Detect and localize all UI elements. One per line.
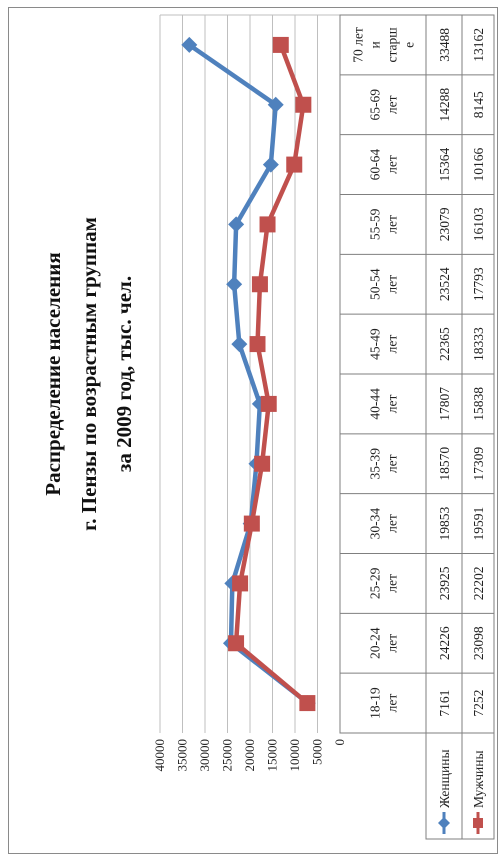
category-label: и <box>368 41 383 48</box>
y-tick-label: 0 <box>332 739 347 746</box>
data-point-square <box>259 216 276 233</box>
category-label: 60-64 <box>368 149 383 181</box>
category-label: старш <box>385 27 400 63</box>
category-label: 50-54 <box>368 268 383 300</box>
table-value: 16103 <box>471 207 486 241</box>
category-label: 35-39 <box>368 448 383 480</box>
table-value: 15838 <box>471 387 486 421</box>
data-point-square <box>251 276 268 293</box>
table-value: 23524 <box>437 267 452 301</box>
table-value: 17807 <box>437 387 452 421</box>
chart-frame <box>8 7 498 854</box>
chart-title-line: за 2009 год, тыс. чел. <box>112 276 136 472</box>
data-point-square <box>272 36 289 53</box>
table-value: 15364 <box>437 147 452 181</box>
table-value: 7252 <box>471 690 486 717</box>
category-label: 40-44 <box>368 388 383 420</box>
y-tick-label: 35000 <box>175 739 190 772</box>
category-label: лет <box>385 335 400 354</box>
legend-label: Мужчины <box>471 750 486 808</box>
category-label: лет <box>385 275 400 294</box>
table-value: 19591 <box>471 507 486 541</box>
category-label: 18-19 <box>368 687 383 719</box>
data-point-diamond <box>267 96 284 113</box>
chart-title-line: г. Пензы по возрастным группам <box>77 217 101 531</box>
data-point-diamond <box>226 276 243 293</box>
data-point-square <box>260 395 277 412</box>
category-label: е <box>402 42 417 48</box>
table-value: 8145 <box>471 91 486 118</box>
data-point-square <box>299 695 316 712</box>
table-value: 23925 <box>437 566 452 600</box>
category-label: лет <box>385 634 400 653</box>
chart-title-line: Распределение населения <box>41 252 65 495</box>
category-label: 25-29 <box>368 567 383 599</box>
category-label: лет <box>385 395 400 414</box>
table-value: 22202 <box>471 567 486 601</box>
category-label: лет <box>385 215 400 234</box>
table-value: 10166 <box>471 147 486 181</box>
table-value: 24226 <box>437 626 452 660</box>
table-value: 23079 <box>437 207 452 241</box>
table-value: 17793 <box>471 267 486 301</box>
table-value: 17309 <box>471 447 486 481</box>
data-point-diamond <box>231 336 248 353</box>
table-value: 13162 <box>471 28 486 62</box>
y-tick-label: 30000 <box>197 739 212 772</box>
table-value: 14288 <box>437 88 452 122</box>
y-tick-label: 25000 <box>220 739 235 772</box>
category-label: 45-49 <box>368 328 383 360</box>
data-point-diamond <box>228 216 245 233</box>
legend-key-diamond <box>438 817 450 829</box>
category-label: лет <box>385 155 400 174</box>
category-label: лет <box>385 454 400 473</box>
y-axis-ticks: 0 5000 10000 15000 20000 25000 30000 35000 40000 <box>152 739 347 772</box>
category-label: лет <box>385 574 400 593</box>
data-point-square <box>232 575 249 592</box>
data-point-square <box>243 515 260 532</box>
table-value: 33488 <box>437 28 452 62</box>
table-value: 18333 <box>471 327 486 361</box>
data-point-square <box>228 635 245 652</box>
legend-label: Женщины <box>437 749 452 808</box>
category-label: 55-59 <box>368 208 383 240</box>
table-value: 23098 <box>471 626 486 660</box>
series-line <box>233 44 309 705</box>
series-line <box>188 43 310 705</box>
category-label: 65-69 <box>368 89 383 121</box>
data-point-square <box>286 156 303 173</box>
data-point-diamond <box>181 36 198 53</box>
y-tick-label: 10000 <box>287 739 302 772</box>
y-tick-label: 20000 <box>242 739 257 772</box>
category-label: лет <box>385 514 400 533</box>
y-tick-label: 5000 <box>310 739 325 765</box>
category-label: лет <box>385 694 400 713</box>
chart-title: Распределение населения г. Пензы по возра… <box>41 217 136 531</box>
y-tick-label: 15000 <box>265 739 280 772</box>
data-point-square <box>249 336 266 353</box>
data-point-square <box>295 96 312 113</box>
data-point-square <box>254 455 271 472</box>
table-value: 7161 <box>437 690 452 717</box>
category-label: 20-24 <box>368 627 383 659</box>
data-point-diamond <box>262 156 279 173</box>
y-tick-label: 40000 <box>152 739 167 772</box>
category-label: 30-34 <box>368 508 383 540</box>
category-label: 70 лет <box>351 27 366 63</box>
series-lines <box>181 36 316 712</box>
table-value: 18570 <box>437 447 452 481</box>
legend-key-square <box>473 818 483 828</box>
table-value: 19853 <box>437 506 452 540</box>
category-label: лет <box>385 95 400 114</box>
table-value: 22365 <box>437 327 452 361</box>
